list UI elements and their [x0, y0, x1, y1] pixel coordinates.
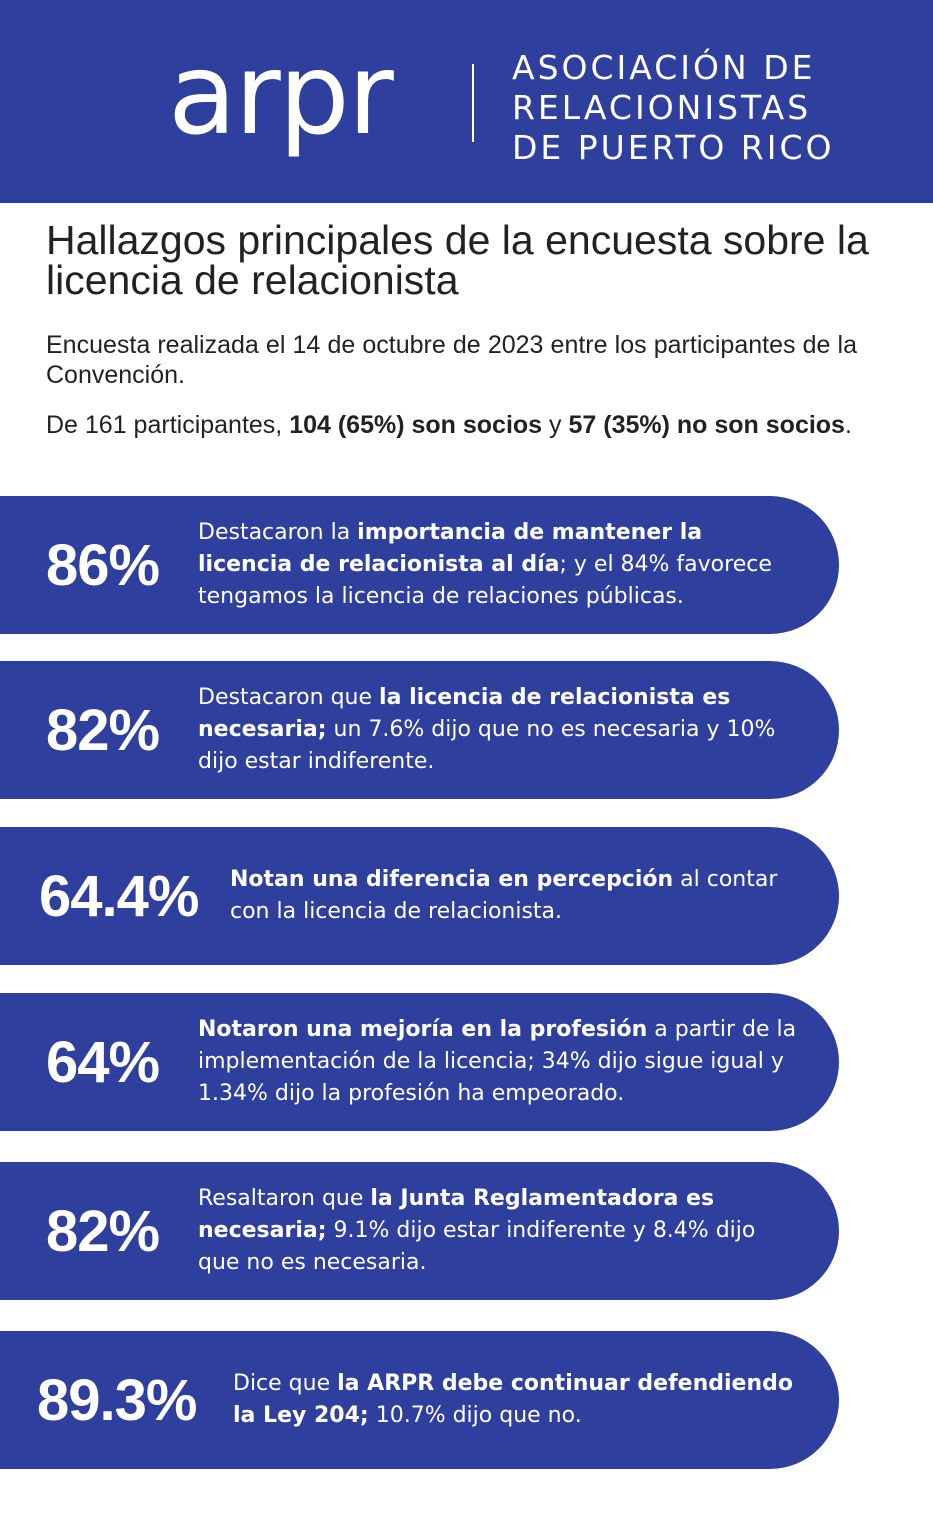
- finding-card: 82% Destacaron que la licencia de relaci…: [0, 661, 839, 799]
- finding-text: Dice que: [233, 1371, 338, 1396]
- header-banner: arpr ASOCIACIÓN DE RELACIONISTAS DE PUER…: [0, 0, 933, 203]
- finding-highlight: la ARPR debe continuar defendiendo la Le…: [233, 1371, 793, 1428]
- finding-card: 64.4% Notan una diferencia en percepción…: [0, 827, 839, 965]
- finding-text: ; y el 84% favorece tengamos la licencia…: [198, 552, 772, 609]
- finding-text: un 7.6% dijo que no es necesaria y 10% d…: [198, 717, 776, 774]
- finding-percent: 82%: [46, 1198, 160, 1264]
- organization-name-line-2: RELACIONISTAS: [512, 88, 812, 127]
- finding-card: 64% Notaron una mejoría en la profesión …: [0, 993, 839, 1131]
- finding-highlight: Notan una diferencia en percepción: [230, 867, 674, 892]
- logo-divider: [472, 64, 474, 142]
- finding-text: Destacaron que: [198, 685, 380, 710]
- finding-text: Destacaron la: [198, 520, 358, 545]
- finding-text: al contar con la licencia de relacionist…: [230, 867, 778, 924]
- participants-summary: De 161 participantes, 104 (65%) son soci…: [46, 410, 857, 440]
- finding-highlight: Notaron una mejoría en la profesión: [198, 1017, 648, 1042]
- survey-description: Encuesta realizada el 14 de octubre de 2…: [46, 331, 857, 389]
- organization-name: ASOCIACIÓN DE RELACIONISTAS DE PUERTO RI…: [512, 48, 834, 168]
- non-members-count: 57 (35%) no son socios: [568, 411, 845, 439]
- finding-percent: 64.4%: [39, 863, 199, 929]
- finding-text: a partir de la implementación de la lice…: [198, 1017, 797, 1106]
- finding-percent: 86%: [46, 532, 160, 598]
- finding-card: 86% Destacaron la importancia de mantene…: [0, 496, 839, 634]
- finding-percent: 82%: [46, 697, 160, 763]
- participants-suffix: .: [844, 411, 852, 439]
- finding-text: 9.1% dijo estar indiferente y 8.4% dijo …: [198, 1218, 756, 1275]
- finding-card: 82% Resaltaron que la Junta Reglamentado…: [0, 1162, 839, 1300]
- finding-highlight: la licencia de relacionista es necesaria…: [198, 685, 731, 742]
- organization-name-line-3: DE PUERTO RICO: [512, 128, 835, 167]
- members-count: 104 (65%) son socios: [289, 411, 543, 439]
- finding-description: Resaltaron que la Junta Reglamentadora e…: [198, 1162, 799, 1300]
- arpr-logo: arpr: [168, 30, 394, 160]
- organization-name-line-1: ASOCIACIÓN DE: [512, 48, 816, 87]
- finding-highlight: la Junta Reglamentadora es necesaria;: [198, 1186, 715, 1243]
- finding-percent: 64%: [46, 1029, 160, 1095]
- finding-description: Notaron una mejoría en la profesión a pa…: [198, 993, 799, 1131]
- finding-percent: 89.3%: [37, 1367, 197, 1433]
- finding-description: Notan una diferencia en percepción al co…: [230, 827, 799, 965]
- finding-highlight: importancia de mantener la licencia de r…: [198, 520, 703, 577]
- participants-prefix: De 161 participantes,: [46, 411, 290, 439]
- finding-card: 89.3% Dice que la ARPR debe continuar de…: [0, 1331, 839, 1469]
- participants-connector: y: [542, 411, 569, 439]
- page-title: Hallazgos principales de la encuesta sob…: [46, 217, 869, 303]
- finding-text: 10.7% dijo que no.: [368, 1403, 582, 1428]
- finding-description: Destacaron que la licencia de relacionis…: [198, 661, 799, 799]
- finding-text: Resaltaron que: [198, 1186, 371, 1211]
- finding-description: Destacaron la importancia de mantener la…: [198, 496, 799, 634]
- finding-description: Dice que la ARPR debe continuar defendie…: [233, 1331, 799, 1469]
